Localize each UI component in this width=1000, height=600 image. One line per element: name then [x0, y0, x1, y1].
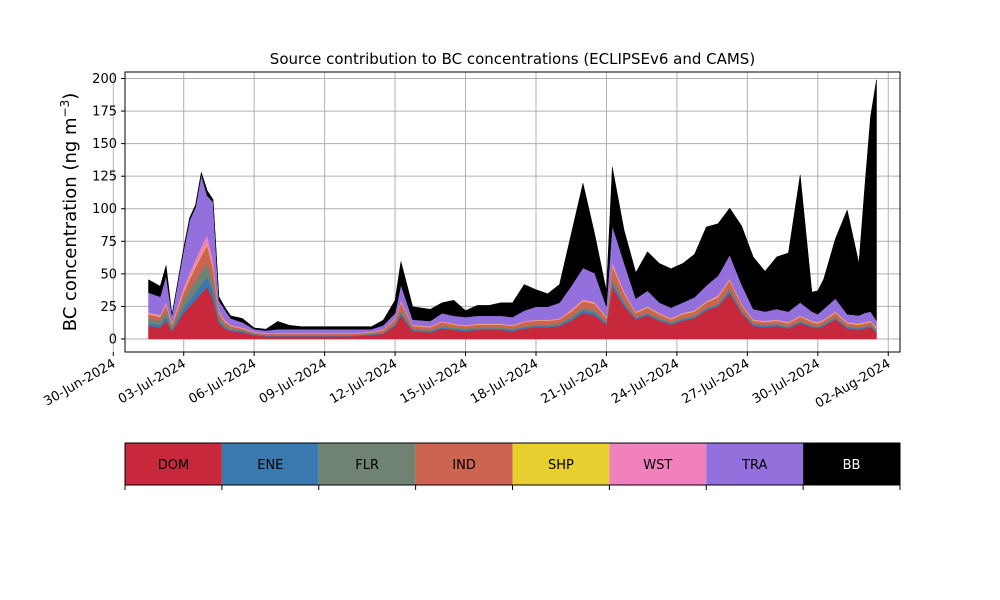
x-axis: 30-Jun-202403-Jul-202406-Jul-202409-Jul-… [41, 352, 893, 412]
legend-swatch-shp [512, 443, 610, 485]
x-tick-label: 21-Jul-2024 [539, 356, 612, 407]
legend-label-wst: WST [643, 458, 672, 473]
y-axis-label: BC concentration (ng m−3) [58, 93, 81, 332]
legend-swatch-tra [706, 443, 804, 485]
x-tick-label: 03-Jul-2024 [116, 356, 189, 407]
legend-label-shp: SHP [548, 458, 574, 473]
chart-title: Source contribution to BC concentrations… [270, 50, 755, 68]
y-tick-label: 50 [100, 267, 117, 282]
legend-label-dom: DOM [158, 458, 189, 473]
y-tick-label: 125 [92, 170, 117, 185]
x-tick-label: 30-Jul-2024 [750, 356, 823, 407]
legend-label-flr: FLR [355, 458, 379, 473]
legend-label-tra: TRA [741, 458, 767, 473]
area-layer [148, 79, 877, 340]
x-tick-label: 30-Jun-2024 [41, 356, 118, 409]
legend-label-ind: IND [452, 458, 476, 473]
legend-swatch-ind [415, 443, 513, 485]
x-tick-label: 24-Jul-2024 [609, 356, 682, 407]
x-tick-label: 27-Jul-2024 [680, 356, 753, 407]
legend-colorbar: DOM ENE FLR IND SHP WST TRA BB [124, 442, 901, 490]
y-tick-label: 200 [92, 72, 117, 87]
y-tick-label: 25 [100, 300, 117, 315]
legend-swatch-flr [318, 443, 416, 485]
legend-swatch-dom [125, 443, 222, 485]
x-tick-label: 12-Jul-2024 [327, 356, 400, 407]
y-axis-label-main: BC concentration (ng m [60, 117, 81, 331]
legend-swatch-bb [803, 443, 900, 485]
y-tick-label: 100 [92, 202, 117, 217]
legend-label-ene: ENE [257, 458, 283, 473]
y-axis-label-exponent: −3 [58, 100, 72, 118]
x-tick-label: 02-Aug-2024 [813, 356, 893, 411]
x-tick-label: 09-Jul-2024 [257, 356, 330, 407]
y-axis-label-close: ) [60, 93, 81, 100]
legend-swatch-wst [609, 443, 707, 485]
x-tick-label: 18-Jul-2024 [468, 356, 541, 407]
legend-swatch-ene [221, 443, 319, 485]
plot-frame [124, 71, 901, 353]
legend-label-bb: BB [843, 458, 861, 473]
x-tick-label: 15-Jul-2024 [398, 356, 471, 407]
y-axis: 0 25 50 75 100 125 150 175 200 [92, 72, 125, 347]
y-tick-label: 175 [92, 105, 117, 120]
y-tick-label: 0 [109, 332, 117, 347]
area-bb [148, 79, 877, 331]
x-tick-label: 06-Jul-2024 [186, 356, 259, 407]
y-tick-label: 75 [100, 235, 117, 250]
y-tick-label: 150 [92, 137, 117, 152]
